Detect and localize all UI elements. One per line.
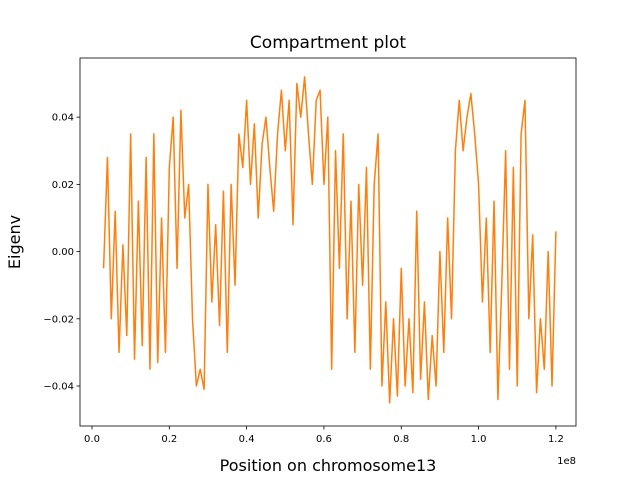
x-tick-label: 0.0 bbox=[84, 434, 100, 445]
x-tick-label: 1.2 bbox=[548, 434, 564, 445]
x-tick-label: 0.4 bbox=[239, 434, 255, 445]
y-tick-label: −0.04 bbox=[43, 382, 74, 393]
y-tick-label: 0.00 bbox=[52, 247, 74, 258]
x-tick-label: 0.8 bbox=[393, 434, 409, 445]
y-tick-label: −0.02 bbox=[43, 314, 74, 325]
y-tick-label: 0.02 bbox=[52, 180, 74, 191]
plot-frame bbox=[79, 57, 577, 427]
x-tick-label: 1.0 bbox=[471, 434, 487, 445]
x-offset-label: 1e8 bbox=[557, 456, 576, 467]
line-series bbox=[102, 76, 557, 404]
x-tick-label: 0.6 bbox=[316, 434, 332, 445]
chart-title: Compartment plot bbox=[250, 33, 406, 53]
y-tick-label: 0.04 bbox=[52, 113, 74, 124]
x-tick-label: 0.2 bbox=[161, 434, 177, 445]
y-axis-label: Eigenv bbox=[5, 215, 24, 269]
x-axis-label: Position on chromosome13 bbox=[220, 456, 437, 475]
